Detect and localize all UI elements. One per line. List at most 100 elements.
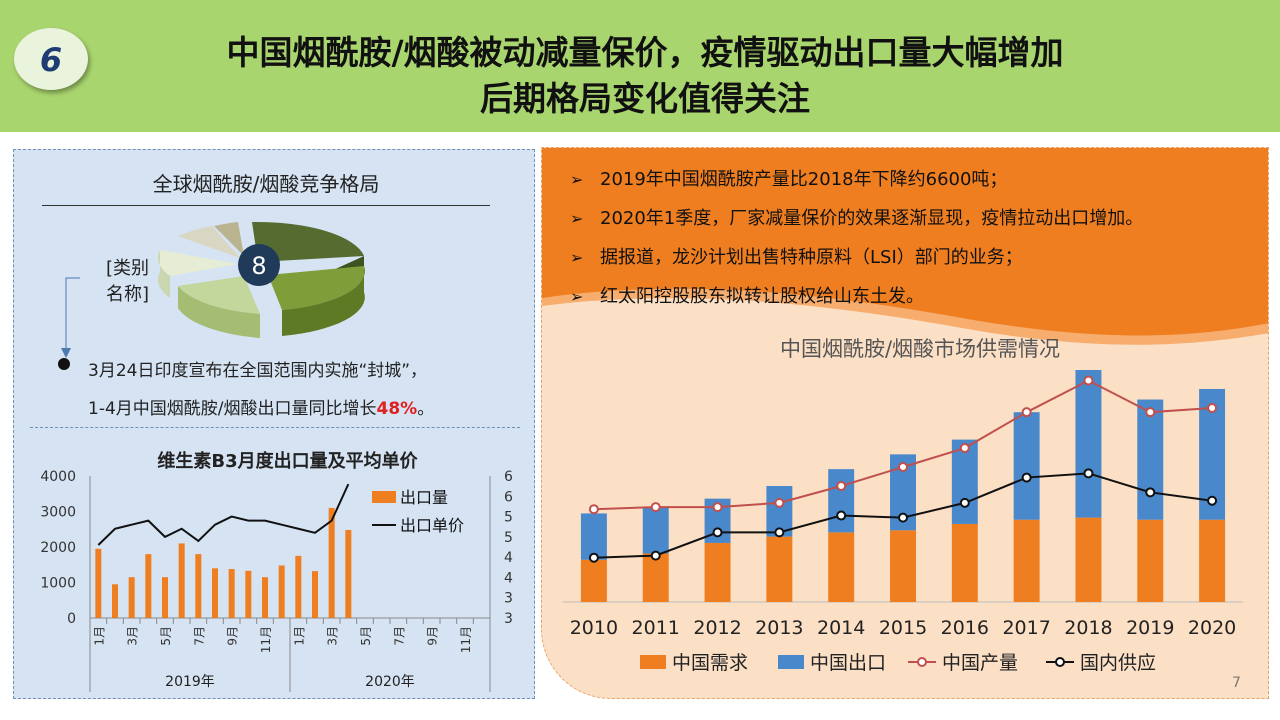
x-tick-label: 1月 [92,626,106,646]
x-tick-label: 2014 [817,617,865,639]
arrow-bullet-icon: ➢ [570,209,584,228]
y-right-tick-label: 5 [504,510,513,526]
x-tick-label: 2013 [755,617,803,639]
y-right-tick-label: 4 [504,570,513,586]
export-volume-bar [278,565,285,618]
production-point [1083,375,1094,386]
export-volume-bar [178,543,185,618]
domestic-supply-point [836,510,847,521]
right-panel [541,147,1269,699]
demand-bar [1137,519,1164,602]
pie-value-label: 8 [251,252,266,280]
supply-chart-title: 中国烟酰胺/烟酸市场供需情况 [779,337,1061,361]
x-tick-label: 5月 [359,626,373,646]
arrow-bullet-icon: ➢ [570,287,584,306]
y-right-tick-label: 5 [504,530,513,546]
bullet-text: 2020年1季度，厂家减量保价的效果逐渐显现，疫情拉动出口增加。 [600,208,1144,229]
export-volume-bar [145,554,152,618]
bullet-item: ➢ 红太阳控股股东拟转让股权给山东土发。 [570,277,1260,316]
pie-slice-light-side [178,286,260,338]
title-line-1: 中国烟酰胺/烟酸被动减量保价，疫情驱动出口量大幅增加 [226,33,1064,72]
x-tick-label: 2015 [879,617,927,639]
demand-bar [642,553,669,602]
legend-swatch-export-volume [372,491,396,503]
note-line-2: 1-4月中国烟酰胺/烟酸出口量同比增长48%。 [88,390,434,428]
production-point [650,502,661,513]
pie-value-marker [238,244,280,286]
export-volume-bar [228,569,235,618]
export-volume-bar [262,577,268,618]
export-bar [1013,412,1040,520]
pie-category-label: [类别 名称] [106,256,166,308]
slide-header [0,0,1280,132]
demand-bar [890,530,916,602]
export-bar [580,513,607,560]
production-point [588,504,599,515]
x-group-label: 2019年 [165,674,215,690]
demand-bar [828,532,855,602]
y-left-tick-label: 2000 [40,540,76,556]
y-right-tick-label: 3 [504,611,513,627]
bullet-text: 红太阳控股股东拟转让股权给山东土发。 [600,286,924,307]
legend-label-production: 中国产量 [942,652,1018,674]
y-right-tick-label: 6 [504,469,513,485]
y-left-tick-label: 3000 [40,505,76,521]
note-bullet-icon [58,358,70,370]
legend-swatch-production-marker [917,657,927,667]
production-point [836,481,847,491]
y-left-tick-label: 1000 [40,576,76,592]
legend-swatch-demand [640,655,666,669]
x-tick-label: 2011 [632,617,680,639]
export-volume-bar [112,584,118,618]
production-point [774,497,785,508]
export-volume-bar [95,548,102,618]
demand-bar [1075,517,1102,602]
production-point [1021,407,1032,418]
slide-number-badge: 6 [14,28,88,90]
note-text: 3月24日印度宣布在全国范围内实施“封城”， 1-4月中国烟酰胺/烟酸出口量同比… [88,352,434,428]
x-tick-label: 2017 [1002,617,1050,639]
x-tick-label: 7月 [392,626,406,646]
demand-bar [766,536,793,602]
x-tick-label: 1月 [292,626,306,646]
x-tick-label: 7月 [192,626,206,646]
export-bar [1075,370,1102,518]
export-volume-bar [295,555,302,618]
note-line-2-prefix: 1-4月中国烟酰胺/烟酸出口量同比增长 [88,399,377,419]
demand-bar [704,542,731,602]
export-volume-bar [312,571,318,618]
y-left-tick-label: 4000 [40,469,76,485]
x-tick-label: 5月 [159,626,173,646]
export-chart-title: 维生素B3月度出口量及平均单价 [157,451,418,472]
arrow-bullet-icon: ➢ [570,248,584,267]
x-tick-label: 2019 [1126,617,1174,639]
production-point [712,502,723,513]
y-right-tick-label: 3 [504,591,513,607]
legend-label-export-price: 出口单价 [400,516,464,535]
bullet-item: ➢ 2020年1季度，厂家减量保价的效果逐渐显现，疫情拉动出口增加。 [570,199,1260,238]
x-tick-label: 9月 [226,626,240,646]
legend-label-export: 中国出口 [810,652,886,674]
domestic-supply-point [1083,468,1094,479]
pie-label-line-2: 名称] [106,284,150,305]
y-right-tick-label: 4 [504,550,513,566]
pie-slice-olive-side [282,266,365,336]
pie-slice-olive [268,266,365,310]
production-point [959,443,970,454]
export-volume-bar [328,507,335,618]
production-point [1145,407,1156,418]
legend-label-domestic: 国内供应 [1080,652,1156,674]
domestic-supply-point [898,512,908,523]
export-volume-bar [162,577,168,618]
note-line-2-suffix: 。 [417,399,435,419]
demand-bar [580,559,607,602]
note-line-1: 3月24日印度宣布在全国范围内实施“封城”， [88,361,428,381]
bullet-item: ➢ 据报道，龙沙计划出售特种原料（LSI）部门的业务； [570,238,1260,277]
pie-slice-grey [178,226,240,258]
x-tick-label: 2018 [1064,617,1112,639]
domestic-supply-point [650,550,661,561]
x-tick-label: 9月 [426,626,440,646]
title-line-2: 后期格局变化值得关注 [480,79,810,118]
